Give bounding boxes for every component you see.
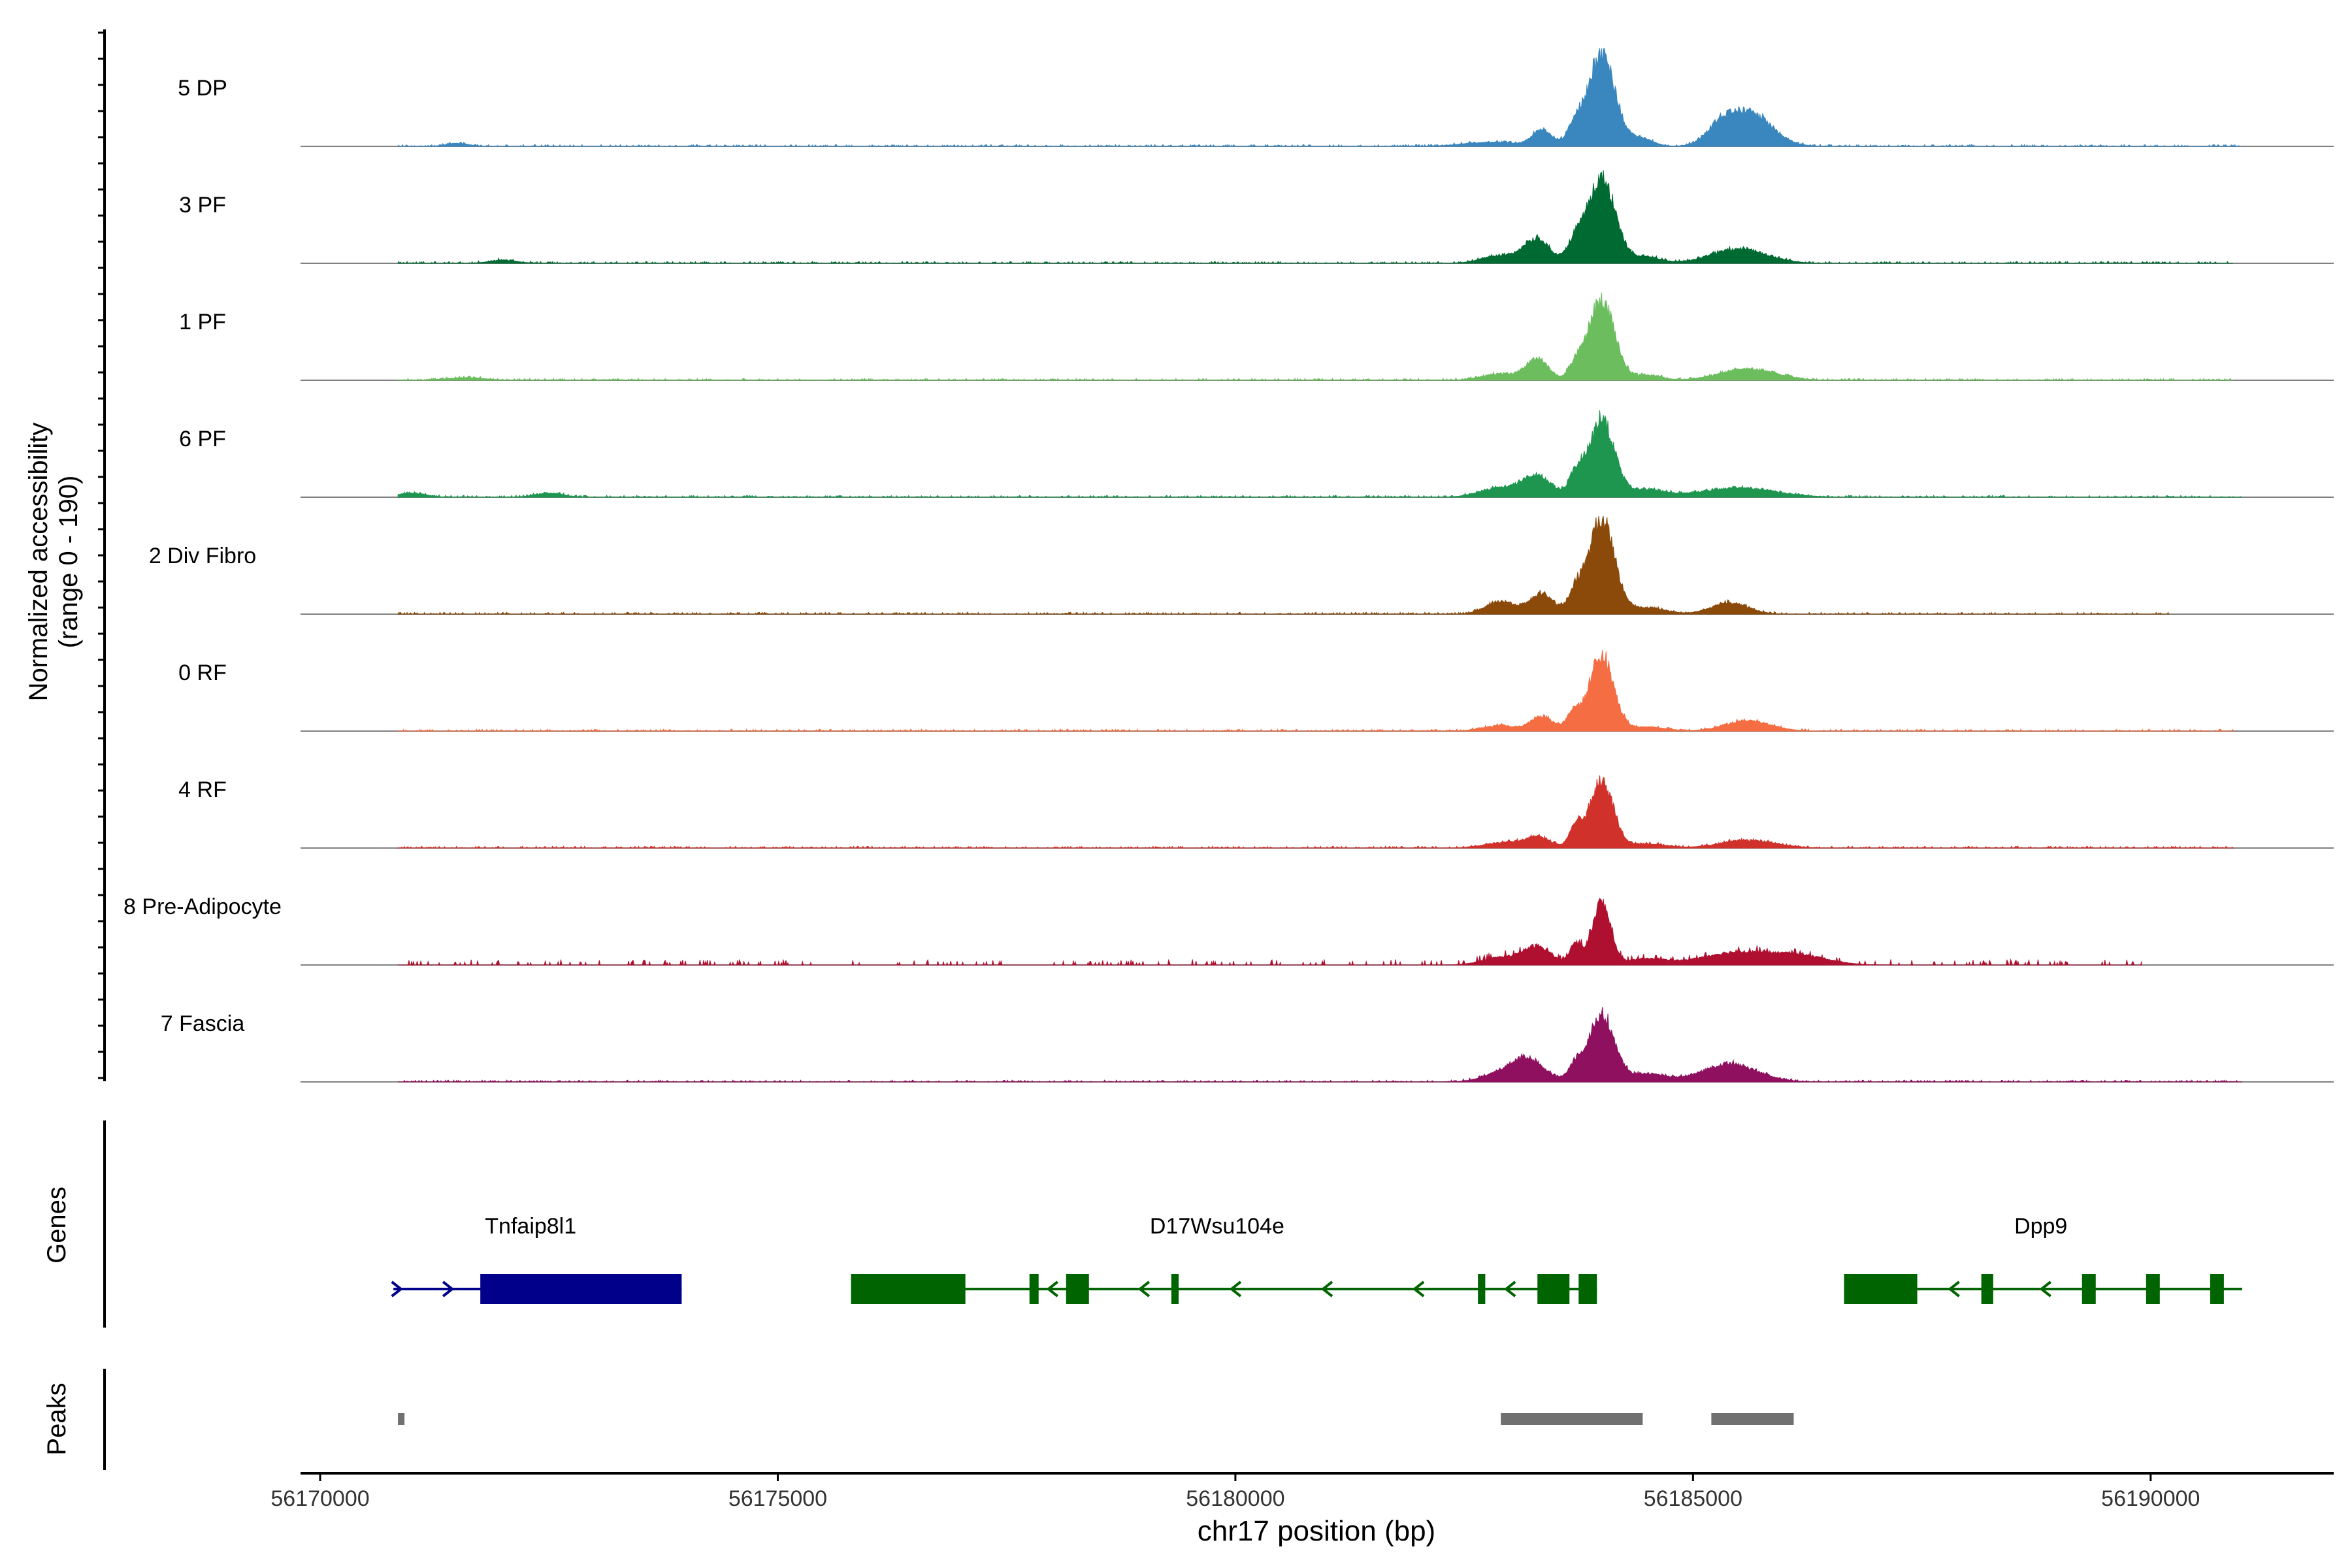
track-7-fascia: 7 Fascia [161, 1007, 2334, 1083]
track-label: 8 Pre-Adipocyte [123, 894, 282, 919]
strand-arrow [1412, 1281, 1425, 1298]
strand-arrow [1229, 1281, 1242, 1298]
track-4-rf: 4 RF [178, 775, 2334, 849]
track-label: 4 RF [178, 777, 227, 802]
coverage-tracks: 5 DP 3 PF 1 PF 6 PF 2 Div Fibro 0 RF 4 RF 8 Pre… [123, 48, 2334, 1083]
track-0-rf: 0 RF [178, 650, 2334, 732]
x-tick-label: 56170000 [270, 1486, 369, 1511]
gene-label: Dpp9 [2014, 1214, 2067, 1239]
exon-block [1029, 1274, 1039, 1304]
coverage-y-ticks [98, 31, 105, 1079]
gene-dpp9: Dpp9 [1844, 1214, 2242, 1304]
strand-arrow [1320, 1281, 1333, 1298]
x-axis-ticks: 56170000 56175000 56180000 56185000 56190000 [270, 1473, 2200, 1511]
strand-arrow [391, 1281, 403, 1298]
y-axis-title-line2: (range 0 - 190) [54, 476, 83, 649]
track-label: 6 PF [179, 427, 226, 451]
strand-arrow [1948, 1281, 1960, 1298]
gene-models: Tnfaip8l1 D17Wsu104e Dpp9 [391, 1214, 2242, 1304]
track-signal [398, 1007, 2242, 1083]
x-tick-label: 56180000 [1186, 1486, 1284, 1511]
track-signal [397, 410, 2242, 498]
track-6-pf: 6 PF [179, 410, 2334, 498]
track-5-dp: 5 DP [178, 48, 2334, 148]
track-label: 1 PF [179, 310, 226, 335]
exon-block [1478, 1274, 1486, 1304]
x-tick-label: 56190000 [2101, 1486, 2200, 1511]
track-signal [397, 515, 2170, 615]
track-signal [398, 292, 2233, 382]
track-8-pre-adipocyte: 8 Pre-Adipocyte [123, 894, 2334, 966]
y-axis-title-line1: Normalized accessibility [24, 423, 53, 702]
exon-block [1537, 1274, 1570, 1304]
exon-block [1066, 1274, 1089, 1304]
track-signal [397, 775, 2234, 849]
track-signal [397, 170, 2233, 265]
peak-region [398, 1413, 405, 1425]
track-3-pf: 3 PF [179, 170, 2334, 265]
strand-arrow [1137, 1281, 1151, 1298]
gene-label: D17Wsu104e [1150, 1214, 1284, 1239]
strand-arrow [1046, 1281, 1058, 1298]
strand-arrow [2039, 1281, 2051, 1298]
strand-arrow [1503, 1281, 1516, 1298]
peak-regions [398, 1413, 1794, 1425]
track-label: 0 RF [178, 661, 227, 685]
track-label: 3 PF [179, 193, 226, 218]
exon-block [851, 1274, 966, 1304]
gene-label: Tnfaip8l1 [485, 1214, 576, 1239]
exon-block [1578, 1274, 1597, 1304]
track-1-pf: 1 PF [179, 292, 2334, 382]
track-label: 7 Fascia [161, 1011, 245, 1036]
genes-panel-label: Genes [42, 1186, 71, 1264]
track-signal [397, 650, 2234, 732]
exon-block [2210, 1274, 2224, 1304]
exon-block [1844, 1274, 1918, 1304]
x-tick-label: 56175000 [728, 1486, 827, 1511]
track-2-div-fibro: 2 Div Fibro [149, 515, 2334, 615]
x-axis-title: chr17 position (bp) [1198, 1515, 1435, 1547]
peak-region [1501, 1413, 1643, 1425]
exon-block [1171, 1274, 1179, 1304]
track-label: 5 DP [178, 76, 227, 101]
track-label: 2 Div Fibro [149, 544, 256, 568]
exon-block [2082, 1274, 2096, 1304]
peaks-panel-label: Peaks [42, 1382, 71, 1455]
x-tick-label: 56185000 [1644, 1486, 1742, 1511]
peak-region [1711, 1413, 1794, 1425]
strand-arrow [442, 1281, 455, 1298]
track-signal [398, 898, 2142, 966]
exon-block [480, 1274, 682, 1304]
track-signal [397, 48, 2242, 148]
exon-block [2146, 1274, 2160, 1304]
gene-d17wsu104e: D17Wsu104e [851, 1214, 1597, 1304]
gene-tnfaip8l1: Tnfaip8l1 [391, 1214, 682, 1304]
exon-block [1981, 1274, 1993, 1304]
